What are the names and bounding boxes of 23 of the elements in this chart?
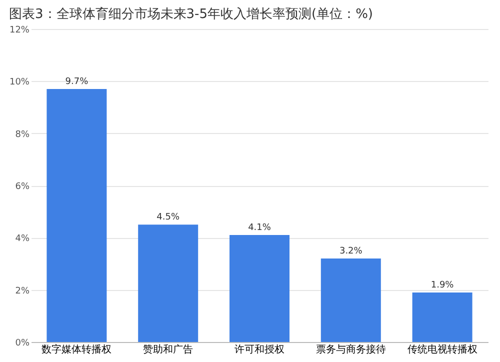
bar [320,258,381,342]
x-tick-label: 许可和授权 [234,344,284,356]
x-tick-label: 赞助和广告 [143,344,194,356]
data-label: 9.7% [65,76,89,87]
bar [412,292,472,342]
y-tick-label: 10% [9,78,30,88]
bar [138,224,198,342]
y-tick-label: 2% [15,286,30,296]
chart-title: 图表3：全球体育细分市场未来3-5年收入增长率预测(单位：%) [8,6,373,22]
bar [230,235,290,342]
data-label: 3.2% [339,246,363,257]
data-label: 4.1% [248,223,272,234]
x-tick-label: 数字媒体转播权 [42,344,112,356]
y-tick-label: 4% [15,234,30,244]
bar [46,88,107,342]
data-label: 1.9% [430,280,454,290]
x-tick-label: 传统电视转播权 [407,344,478,356]
y-tick-label: 0% [15,338,30,348]
x-tick-label: 票务与商务接待 [316,344,386,356]
y-tick-label: 6% [15,182,30,192]
y-tick-label: 12% [9,26,30,36]
data-label: 4.5% [156,212,180,223]
y-tick-label: 8% [15,130,30,140]
